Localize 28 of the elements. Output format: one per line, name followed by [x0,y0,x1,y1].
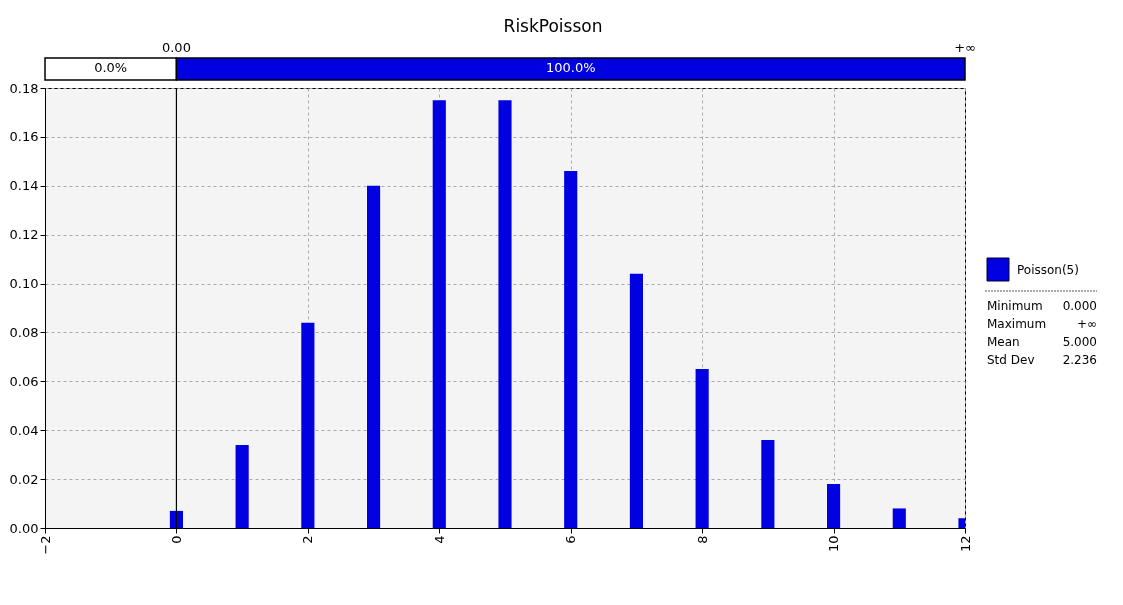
x-tick-label: 8 [694,535,710,544]
x-tick-label: 12 [957,535,973,553]
y-tick-label: 0.16 [9,129,39,145]
x-tick-label: 6 [563,535,579,544]
y-tick-label: 0.02 [9,471,39,487]
text: Maximum +∞ [987,317,1097,331]
x-tick-label: 10 [826,535,842,553]
text: Mean 5.000 [987,335,1097,349]
x-tick-label: 4 [431,535,447,544]
text: Minimum 0.000 [987,299,1097,313]
y-tick-label: 0.14 [9,178,39,194]
legend-label: Poisson(5) [1017,263,1079,277]
x-tick-label: 2 [300,535,316,544]
text: Std Dev 2.236 [987,353,1097,367]
x-tick-label: 0 [168,535,184,544]
text: +∞ [954,40,976,55]
chart-title: RiskPoisson [503,16,603,36]
text: 100.0% [545,60,596,75]
y-tick-label: 0.08 [9,324,39,340]
y-tick-label: 0.04 [9,422,39,438]
y-tick-label: 0.06 [9,373,39,389]
y-tick-label: 0.18 [9,80,39,96]
text: 0.0% [94,60,128,75]
y-tick-label: 0.12 [9,227,39,243]
y-tick-label: 0.10 [9,276,39,292]
y-tick-label: 0.00 [9,520,39,536]
x-tick-label: −2 [37,535,53,555]
ref-line-label: 0.00 [161,40,191,55]
